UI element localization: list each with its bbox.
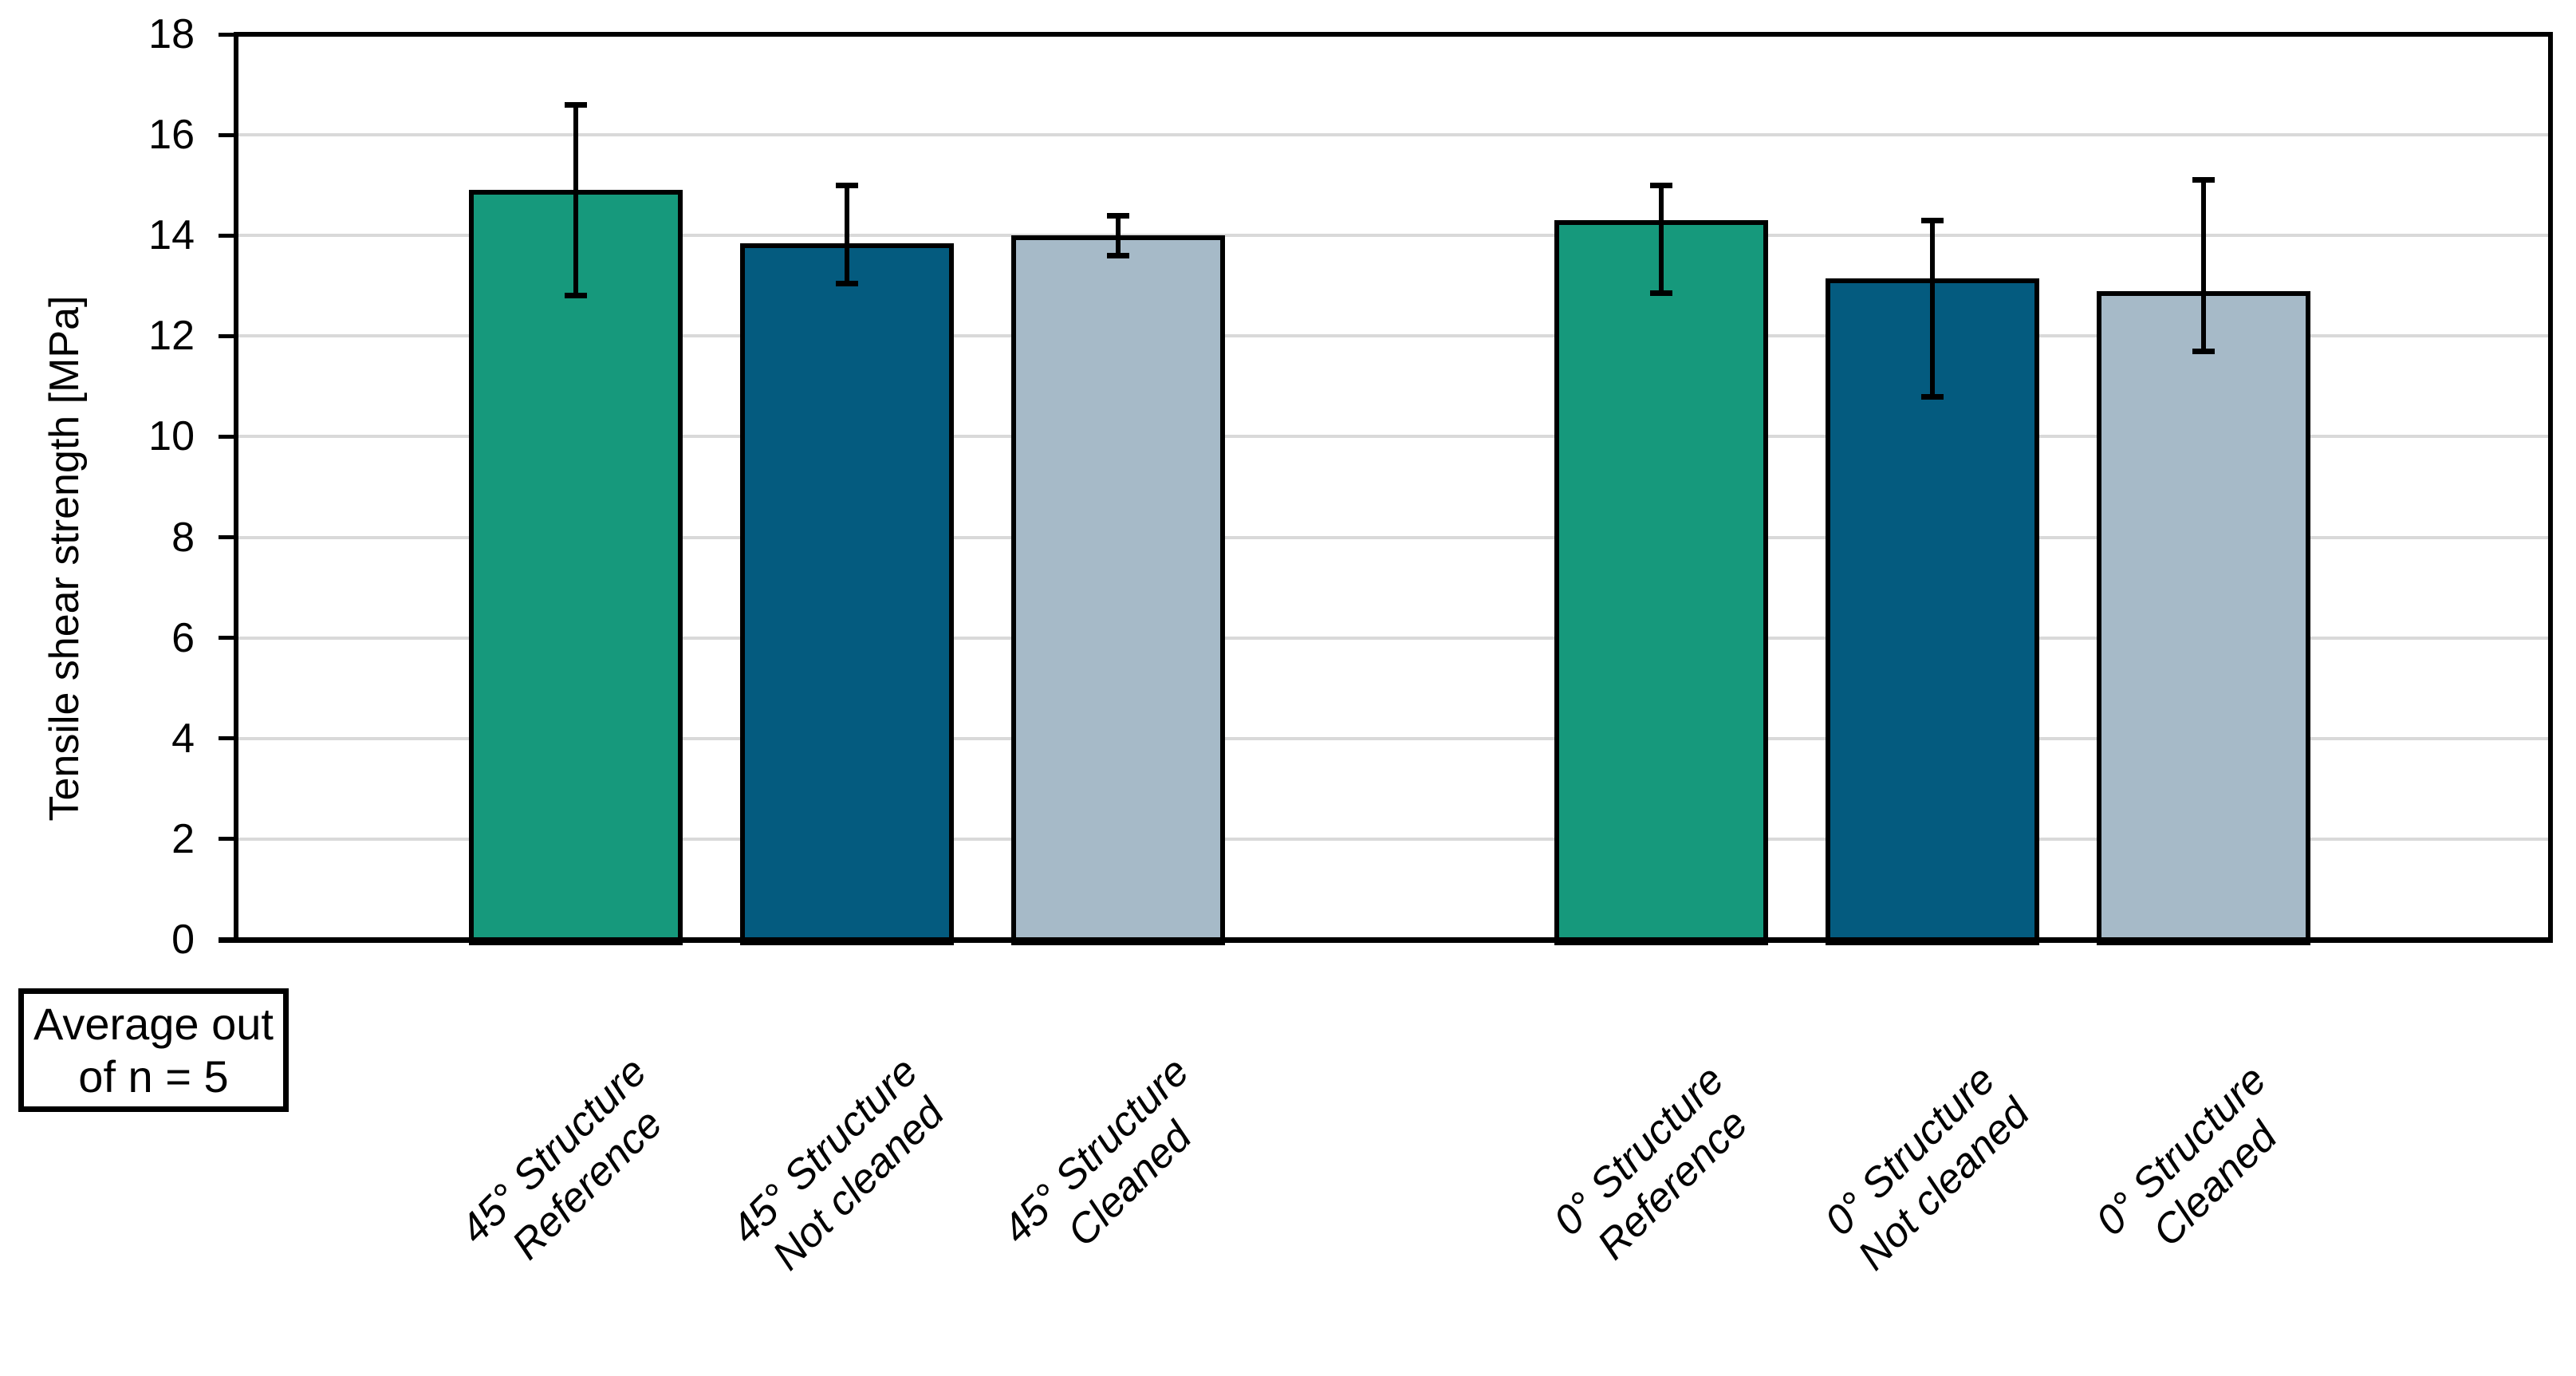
- error-bar-cap-top-4: [1921, 217, 1944, 223]
- y-tick-label-0: 0: [171, 917, 195, 963]
- annotation-text: Average out of n = 5: [33, 998, 274, 1102]
- gridline-14: [238, 234, 2548, 238]
- bar-1: [740, 242, 954, 945]
- error-bar-4: [1930, 220, 1935, 396]
- y-tick-0: [219, 937, 234, 942]
- error-bar-2: [1116, 215, 1121, 256]
- x-axis-line: [219, 936, 2553, 943]
- error-bar-cap-bottom-2: [1107, 252, 1129, 258]
- y-tick-label-2: 2: [171, 815, 195, 862]
- y-tick-16: [219, 132, 234, 137]
- error-bar-0: [573, 104, 578, 296]
- y-tick-18: [219, 32, 234, 37]
- y-tick-label-16: 16: [148, 112, 195, 159]
- error-bar-cap-top-0: [565, 101, 587, 108]
- error-bar-1: [845, 185, 849, 284]
- y-axis-title: Tensile shear strength [MPa]: [41, 295, 88, 822]
- bar-2: [1011, 235, 1225, 945]
- y-tick-12: [219, 333, 234, 338]
- error-bar-cap-bottom-4: [1921, 393, 1944, 400]
- y-tick-label-18: 18: [148, 11, 195, 57]
- error-bar-cap-bottom-5: [2192, 348, 2215, 354]
- y-tick-label-6: 6: [171, 614, 195, 661]
- bar-0: [469, 190, 683, 945]
- plot-border-right: [2548, 34, 2553, 940]
- y-tick-14: [219, 233, 234, 238]
- error-bar-cap-bottom-3: [1650, 290, 1672, 297]
- gridline-6: [238, 636, 2548, 640]
- gridline-16: [238, 133, 2548, 137]
- bar-chart: 0 2 4 6 8 10 12 14 16 18 45° Structure Reference 45…: [18, 11, 2553, 1279]
- y-tick-label-4: 4: [171, 715, 195, 762]
- y-tick-8: [219, 535, 234, 540]
- y-tick-4: [219, 736, 234, 741]
- gridline-12: [238, 334, 2548, 338]
- error-bar-cap-top-3: [1650, 182, 1672, 188]
- y-tick-label-12: 12: [148, 313, 195, 360]
- y-tick-2: [219, 837, 234, 842]
- error-bar-cap-top-2: [1107, 212, 1129, 219]
- gridline-8: [238, 535, 2548, 539]
- error-bar-cap-top-1: [836, 182, 858, 188]
- bar-5: [2097, 290, 2310, 945]
- y-tick-label-10: 10: [148, 413, 195, 460]
- y-tick-6: [219, 636, 234, 641]
- y-tick-label-8: 8: [171, 514, 195, 561]
- bar-3: [1554, 220, 1768, 945]
- error-bar-cap-bottom-0: [565, 293, 587, 299]
- annotation-box: Average out of n = 5: [18, 988, 289, 1112]
- gridline-4: [238, 736, 2548, 740]
- error-bar-3: [1659, 185, 1664, 294]
- y-tick-10: [219, 434, 234, 439]
- error-bar-5: [2201, 179, 2206, 352]
- y-axis-line: [234, 34, 238, 940]
- y-tick-label-14: 14: [148, 212, 195, 259]
- error-bar-cap-top-5: [2192, 177, 2215, 183]
- gridline-2: [238, 837, 2548, 841]
- gridline-10: [238, 435, 2548, 439]
- plot-border-top: [234, 32, 2553, 37]
- error-bar-cap-bottom-1: [836, 280, 858, 286]
